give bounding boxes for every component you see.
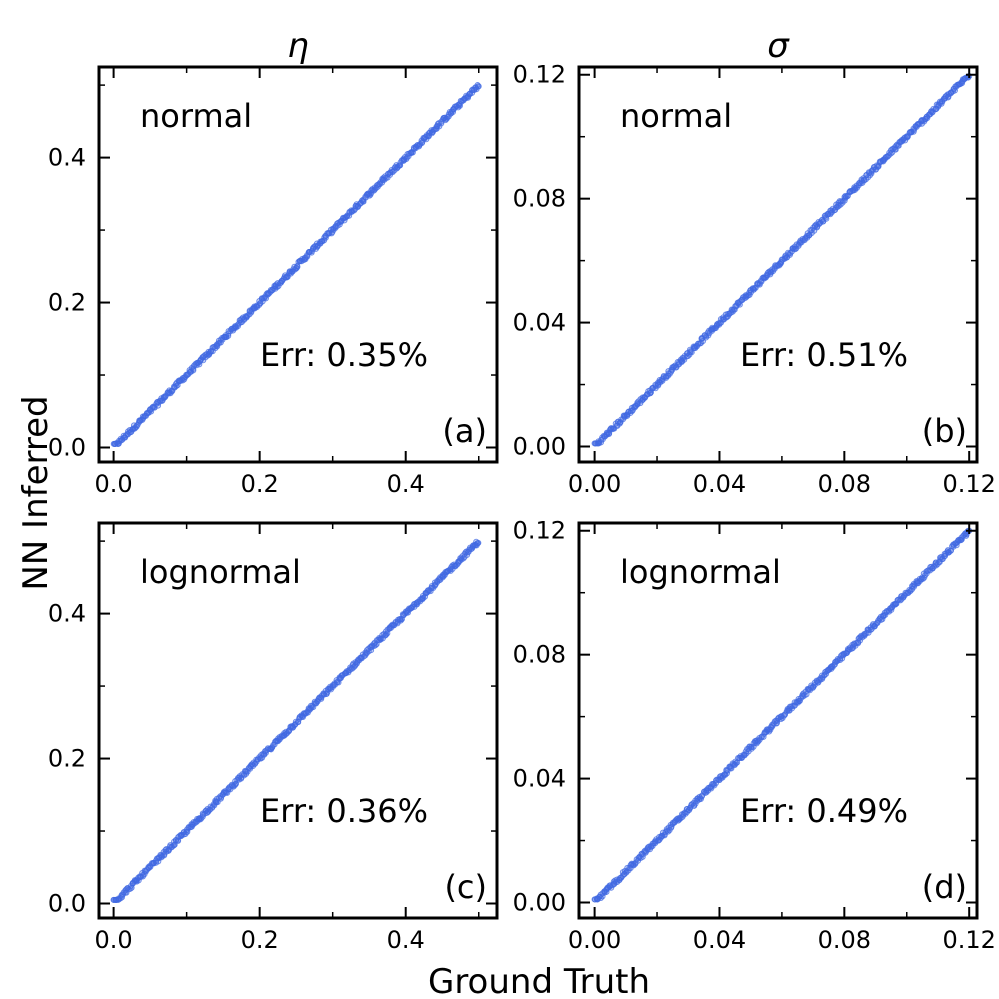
x-tick-label: 0.08: [818, 470, 871, 498]
x-tick-label: 0.2: [241, 470, 279, 498]
panel-b: 0.00 0.04 0.08 0.12 0.00 0.04 0.08 0.12 normal Er…: [513, 61, 996, 498]
error-annotation: Err: 0.51%: [740, 336, 908, 374]
x-tick-label: 0.12: [942, 926, 995, 954]
scatter-points: [591, 73, 973, 447]
distribution-label: lognormal: [140, 553, 301, 591]
error-annotation: Err: 0.36%: [260, 792, 428, 830]
panel-c: 0.0 0.2 0.4 0.0 0.2 0.4 lognormal Err: 0.36% (c): [48, 521, 499, 954]
distribution-label: normal: [140, 97, 252, 135]
scatter-point: [294, 263, 301, 270]
x-tick-label: 0.0: [95, 470, 133, 498]
y-tick-label: 0.4: [48, 600, 86, 628]
x-tick-label: 0.08: [818, 926, 871, 954]
axes-frame: [577, 65, 979, 464]
scatter-point: [475, 83, 482, 90]
x-tick-label: 0.4: [387, 926, 425, 954]
panel-label: (d): [922, 868, 967, 906]
x-tick-label: 0.4: [387, 470, 425, 498]
panel-label: (a): [442, 412, 487, 450]
x-tick-label: 0.0: [95, 926, 133, 954]
error-annotation: Err: 0.35%: [260, 336, 428, 374]
y-tick-label: 0.04: [513, 765, 566, 793]
scatter-point: [773, 719, 780, 726]
distribution-label: normal: [620, 97, 732, 135]
axes-frame: [97, 65, 499, 464]
x-tick-label: 0.12: [942, 470, 995, 498]
y-tick-label: 0.12: [513, 61, 566, 89]
y-tick-label: 0.08: [513, 185, 566, 213]
scatter-points: [110, 538, 482, 903]
figure-ylabel: NN Inferred: [16, 395, 56, 590]
scatter-point: [796, 697, 803, 705]
y-tick-label: 0.00: [513, 889, 566, 917]
x-tick-label: 0.00: [568, 470, 621, 498]
scatter-point: [781, 711, 788, 718]
y-tick-label: 0.0: [48, 890, 86, 918]
y-tick-label: 0.2: [48, 289, 86, 317]
y-tick-label: 0.08: [513, 641, 566, 669]
panel-a: 0.0 0.2 0.4 0.0 0.2 0.4 normal Err: 0.35% (a): [48, 65, 499, 498]
y-tick-label: 0.12: [513, 517, 566, 545]
scatter-point: [475, 539, 482, 546]
error-annotation: Err: 0.49%: [740, 792, 908, 830]
y-tick-label: 0.04: [513, 309, 566, 337]
panel-d: 0.00 0.04 0.08 0.12 0.00 0.04 0.08 0.12 lognorma…: [513, 517, 996, 954]
panel-label: (c): [444, 868, 487, 906]
scatter-point: [958, 536, 965, 543]
panel-label: (b): [922, 412, 967, 450]
x-tick-label: 0.00: [568, 926, 621, 954]
x-tick-label: 0.04: [693, 470, 746, 498]
x-tick-label: 0.04: [693, 926, 746, 954]
scatter-points: [591, 527, 973, 903]
scatter-points: [110, 82, 482, 447]
x-tick-label: 0.2: [241, 926, 279, 954]
y-tick-label: 0.4: [48, 144, 86, 172]
column-title-sigma: σ: [767, 26, 790, 66]
axes-frame: [577, 521, 979, 920]
distribution-label: lognormal: [620, 553, 781, 591]
y-tick-label: 0.00: [513, 433, 566, 461]
y-tick-label: 0.2: [48, 745, 86, 773]
column-title-eta: η: [287, 26, 309, 66]
axes-frame: [97, 521, 499, 920]
y-tick-label: 0.0: [48, 434, 86, 462]
figure-xlabel: Ground Truth: [428, 962, 650, 999]
